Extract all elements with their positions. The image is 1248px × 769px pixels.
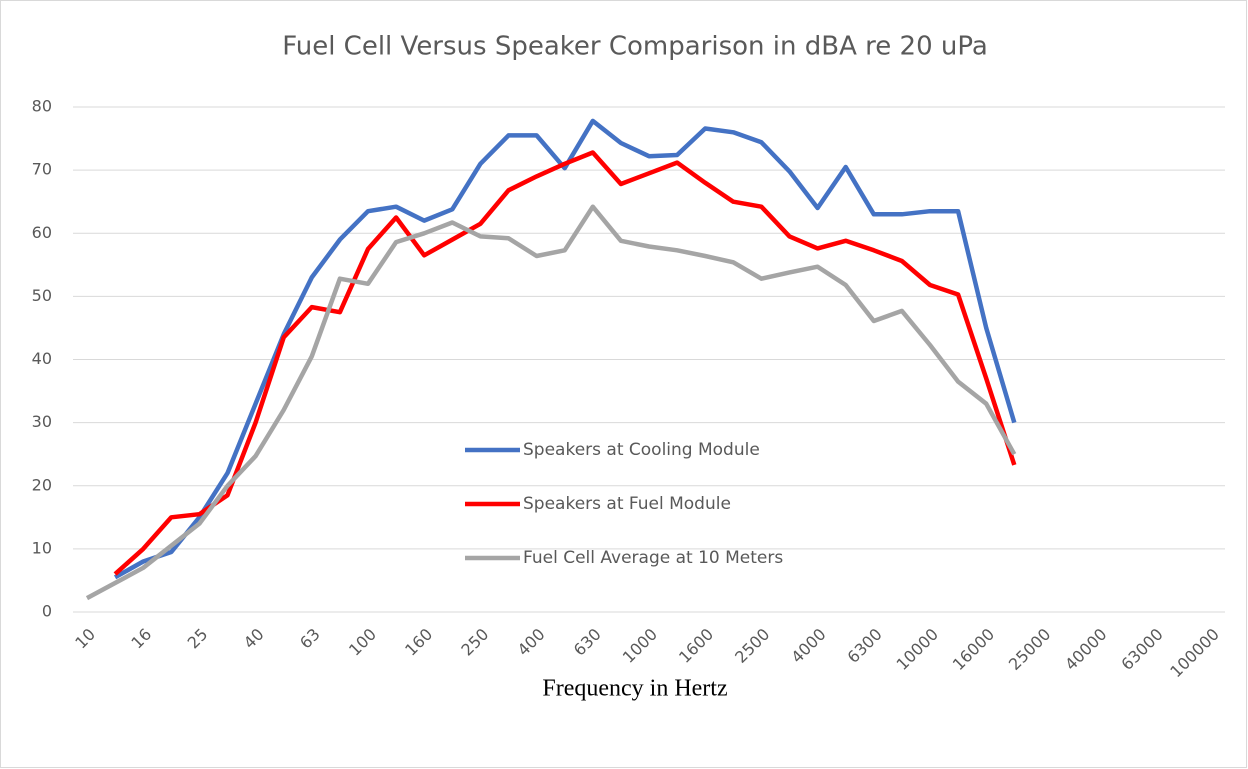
legend-label: Speakers at Fuel Module [523,494,731,514]
y-tick-label: 60 [32,223,52,242]
y-tick-label: 40 [32,349,52,368]
y-tick-label: 20 [32,475,52,494]
legend-label: Fuel Cell Average at 10 Meters [523,548,783,568]
y-tick-label: 50 [32,286,52,305]
series-line [113,118,1017,580]
series-line [85,204,1017,601]
series-line [113,150,1017,576]
x-axis-label: Frequency in Hertz [542,676,727,702]
y-tick-label: 80 [32,97,52,116]
y-tick-label: 70 [32,160,52,179]
legend-label: Speakers at Cooling Module [523,440,760,460]
y-tick-label: 0 [42,602,52,621]
y-tick-label: 10 [32,538,52,557]
y-tick-label: 30 [32,412,52,431]
chart-title: Fuel Cell Versus Speaker Comparison in d… [282,32,988,62]
